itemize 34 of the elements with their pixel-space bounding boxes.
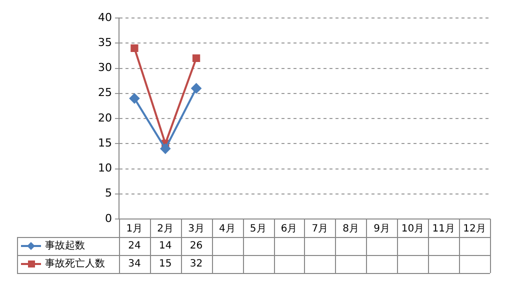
x-tick-label: 6月 [280, 224, 298, 235]
y-tick-label: 0 [104, 212, 112, 225]
data-label: 34 [128, 258, 141, 270]
y-tick-label: 40 [98, 10, 112, 24]
x-tick-label: 11月 [432, 224, 455, 235]
x-tick-label: 10月 [401, 224, 424, 235]
data-label: 14 [159, 240, 172, 252]
x-tick-label: 3月 [188, 224, 204, 235]
x-tick-label: 5月 [250, 224, 266, 235]
point [130, 44, 138, 52]
x-tick-label: 9月 [374, 224, 390, 235]
y-tick-label: 35 [98, 36, 112, 49]
y-tick-label: 25 [98, 86, 112, 100]
data-label: 24 [128, 240, 141, 252]
x-tick-label: 1月 [126, 224, 143, 235]
point [160, 144, 170, 154]
point [192, 54, 200, 62]
point [191, 83, 202, 94]
legend-label: 事故死亡人数 [45, 258, 105, 270]
x-tick-label: 7月 [312, 224, 328, 235]
x-tick-label: 8月 [342, 224, 360, 235]
data-label: 32 [190, 258, 203, 270]
data-label: 26 [190, 240, 203, 252]
x-tick-label: 2月 [157, 224, 174, 235]
legend-label: 事故起数 [45, 240, 85, 252]
point [129, 93, 140, 104]
y-tick-label: 15 [98, 136, 112, 150]
y-tick-label: 5 [104, 186, 112, 200]
y-tick-label: 30 [98, 61, 112, 74]
x-tick-label: 12月 [463, 224, 486, 235]
x-tick-label: 4月 [219, 224, 236, 235]
data-label: 15 [159, 258, 172, 270]
y-tick-label: 10 [98, 162, 112, 175]
y-tick-label: 20 [98, 111, 112, 124]
